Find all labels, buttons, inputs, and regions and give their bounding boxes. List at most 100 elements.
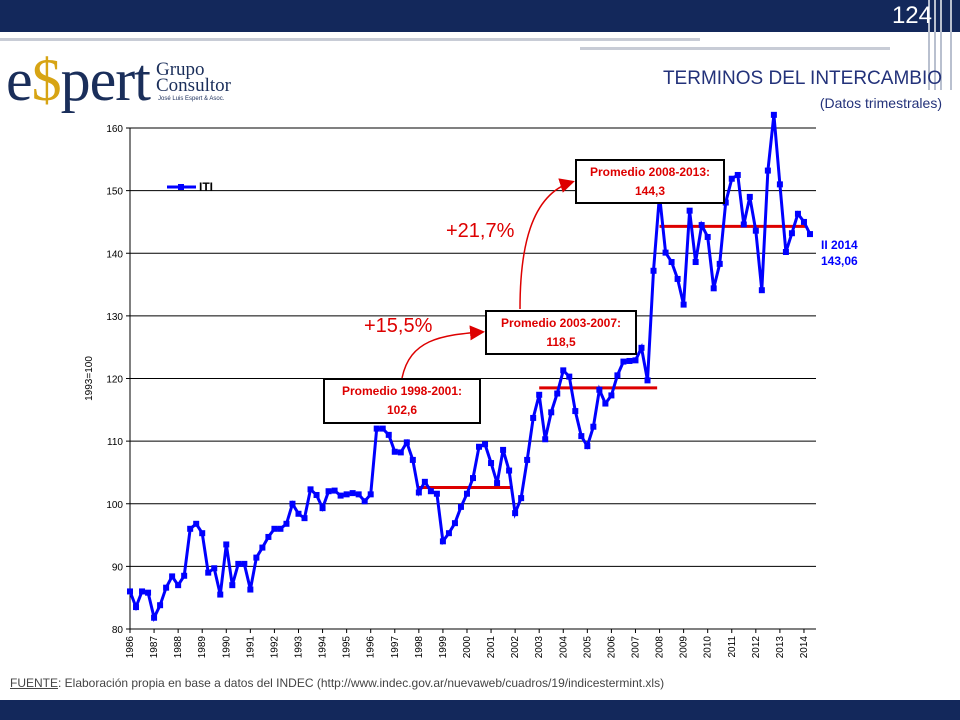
series-point	[211, 565, 218, 572]
x-tick-label: 2010	[703, 636, 714, 659]
average-box-value: 144,3	[635, 184, 665, 198]
company-logo: e$pert Grupo Consultor José Luis Espert …	[6, 47, 231, 118]
x-tick-label: 2011	[727, 636, 738, 658]
source-text: : Elaboración propia en base a datos del…	[58, 676, 665, 690]
series-point	[397, 449, 404, 456]
top-stripe	[0, 38, 700, 41]
series-point	[295, 510, 302, 517]
series-point	[379, 425, 386, 432]
series-point	[169, 573, 176, 580]
x-tick-label: 2013	[775, 636, 786, 659]
series-point	[722, 199, 729, 206]
series-point	[205, 569, 212, 576]
series-point	[289, 500, 296, 507]
x-tick-label: 1989	[197, 636, 208, 659]
series-point	[199, 530, 206, 537]
series-point	[301, 515, 308, 522]
top-bar	[0, 0, 960, 32]
series-point	[674, 275, 681, 282]
series-point	[391, 448, 398, 455]
x-tick-label: 1992	[269, 636, 280, 659]
series-point	[644, 377, 651, 384]
arrow-to-2003-2007	[401, 325, 485, 379]
series-point	[548, 409, 555, 416]
series-point	[716, 260, 723, 267]
series-point	[355, 491, 362, 498]
iti-series-points	[127, 111, 813, 621]
series-point	[512, 510, 519, 517]
growth-annotation-1: +15,5%	[364, 315, 433, 337]
y-tick-label: 150	[106, 187, 123, 198]
series-point	[427, 488, 434, 495]
series-point	[217, 591, 224, 598]
y-tick-label: 120	[106, 375, 123, 386]
series-point	[782, 248, 789, 255]
series-point	[500, 446, 507, 453]
growth-annotation-2: +21,7%	[446, 220, 515, 242]
series-point	[253, 554, 260, 561]
series-point	[518, 495, 525, 502]
x-tick-label: 2002	[510, 636, 521, 659]
x-tick-label: 2001	[486, 636, 497, 659]
series-point	[608, 392, 615, 399]
series-point	[488, 460, 495, 467]
x-tick-label: 2003	[534, 636, 545, 659]
series-point	[638, 344, 645, 351]
series-point	[632, 357, 639, 364]
x-tick-label: 2004	[558, 636, 569, 659]
series-point	[463, 490, 470, 497]
x-tick-label: 1993	[293, 636, 304, 659]
y-axis-label: 1993=100	[84, 356, 95, 401]
x-tick-labels: 1986 1987 1988 1989 1990 1991 1992 1993 1994 1995…	[125, 636, 810, 659]
series-point	[542, 436, 549, 443]
series-point	[163, 584, 170, 591]
series-point	[476, 443, 483, 450]
x-tick-label: 1997	[390, 636, 401, 659]
y-tick-label: 140	[106, 249, 123, 260]
series-point	[686, 207, 693, 214]
series-point	[235, 560, 242, 567]
series-point	[680, 301, 687, 308]
series-point	[704, 233, 711, 240]
logo-line-2: Consultor	[156, 75, 231, 96]
series-point	[175, 582, 182, 589]
series-point	[421, 478, 428, 485]
x-tick-label: 2012	[751, 636, 762, 659]
series-point	[524, 456, 531, 463]
series-point	[806, 231, 813, 238]
series-point	[403, 439, 410, 446]
x-tick-label: 2014	[799, 636, 810, 659]
x-tick-label: 2000	[462, 636, 473, 659]
average-box-label: Promedio 2003-2007:	[501, 316, 621, 330]
series-point	[764, 167, 771, 174]
series-point	[566, 373, 573, 380]
series-point	[692, 259, 699, 266]
series-point	[181, 572, 188, 579]
x-tick-label: 1990	[221, 636, 232, 659]
series-point	[734, 171, 741, 178]
series-point	[482, 441, 489, 448]
top-stripe-secondary	[580, 47, 890, 50]
last-period-value: 143,06	[821, 254, 858, 268]
series-point	[596, 386, 603, 393]
legend: ITI	[167, 180, 213, 194]
series-point	[584, 443, 591, 450]
series-point	[343, 491, 350, 498]
series-point	[361, 498, 368, 505]
average-box-1998-2001: Promedio 1998-2001: 102,6	[323, 378, 481, 424]
last-period-label: II 2014	[821, 238, 858, 252]
series-point	[259, 544, 266, 551]
series-point	[151, 614, 158, 621]
series-point	[614, 372, 621, 379]
series-point	[139, 588, 146, 595]
series-point	[133, 604, 140, 611]
legend-marker	[178, 184, 184, 190]
x-tick-label: 1995	[342, 636, 353, 659]
y-tick-label: 160	[106, 124, 123, 135]
series-point	[223, 541, 230, 548]
series-point	[554, 390, 561, 397]
series-point	[277, 525, 284, 532]
slide-title: TERMINOS DEL INTERCAMBIO	[662, 68, 942, 89]
series-point	[439, 538, 446, 545]
